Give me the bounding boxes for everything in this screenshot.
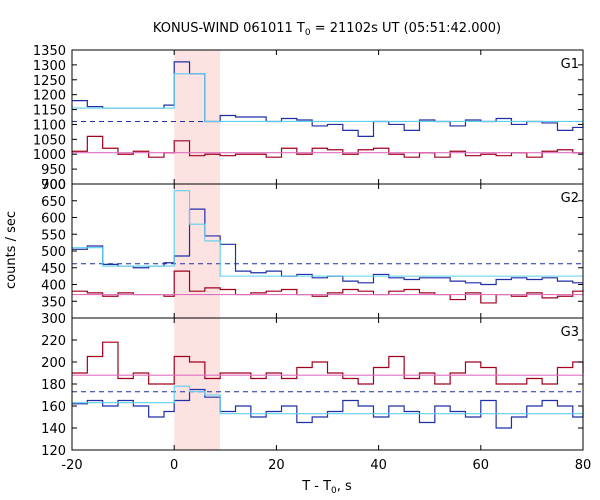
x-axis-label-rest: , s xyxy=(337,479,352,494)
y-tick-label: 140 xyxy=(41,422,66,437)
chart-title-main: KONUS-WIND 061011 T xyxy=(153,21,305,36)
series-line-dark-blue xyxy=(72,61,584,137)
chart-title: KONUS-WIND 061011 T0 = 21102s UT (05:51:… xyxy=(153,21,501,38)
y-tick-label: 500 xyxy=(41,245,66,260)
y-tick-label: 200 xyxy=(41,356,66,371)
x-tick-label: -20 xyxy=(61,458,82,473)
x-axis-label-main: T - T xyxy=(301,479,331,494)
panels-group: 90095010001050110011501200125013001350G1… xyxy=(33,44,591,473)
series-line-light-blue xyxy=(72,190,583,277)
series-line-dark-blue xyxy=(72,388,584,429)
series-line-light-blue xyxy=(72,73,583,123)
y-axis-label: counts / sec xyxy=(4,211,19,289)
panel-frame xyxy=(71,183,584,319)
y-tick-label: 1000 xyxy=(33,148,66,163)
y-tick-label: 1150 xyxy=(33,104,66,119)
x-tick-label: 20 xyxy=(268,458,285,473)
x-axis-label: T - T0, s xyxy=(301,479,352,496)
panel-label: G1 xyxy=(561,57,579,72)
y-tick-label: 400 xyxy=(41,279,66,294)
series-line-light-blue xyxy=(72,385,583,415)
series-line-dark-red xyxy=(72,135,584,158)
x-axis-label-subscript: 0 xyxy=(331,486,337,496)
chart-title-rest: = 21102s UT (05:51:42.000) xyxy=(311,21,501,36)
y-tick-label: 450 xyxy=(41,262,66,277)
y-tick-label: 700 xyxy=(41,178,66,193)
y-tick-label: 1050 xyxy=(33,133,66,148)
y-tick-label: 350 xyxy=(41,295,66,310)
series-line-dark-blue xyxy=(72,208,583,286)
y-tick-label: 1250 xyxy=(33,74,66,89)
x-tick-label: 60 xyxy=(473,458,490,473)
y-tick-label: 180 xyxy=(41,378,66,393)
y-tick-label: 160 xyxy=(41,400,66,415)
panel-frame xyxy=(71,49,584,185)
chart-title-subscript: 0 xyxy=(305,28,311,38)
y-tick-label: 1300 xyxy=(33,59,66,74)
y-tick-label: 650 xyxy=(41,195,66,210)
y-tick-label: 120 xyxy=(41,444,66,459)
panel-g3: 120 140 160 180 200 220 G3 xyxy=(41,317,584,459)
y-tick-label: 550 xyxy=(41,228,66,243)
x-tick-label: 0 xyxy=(170,458,178,473)
panel-label: G3 xyxy=(561,325,579,340)
y-tick-label: 1100 xyxy=(33,118,66,133)
x-tick-label: 40 xyxy=(370,458,387,473)
y-tick-label: 900 xyxy=(41,178,66,193)
panel-label: G2 xyxy=(561,191,579,206)
y-tick-label: 220 xyxy=(41,334,66,349)
y-tick-label: 1200 xyxy=(33,89,66,104)
y-tick-label: 600 xyxy=(41,212,66,227)
highlight-band xyxy=(174,50,221,450)
x-tick-label: 80 xyxy=(575,458,592,473)
y-tick-label: 1350 xyxy=(33,44,66,59)
y-tick-label: 950 xyxy=(41,163,66,178)
y-tick-label: 300 xyxy=(41,312,66,327)
series-line-dark-red xyxy=(72,341,584,385)
